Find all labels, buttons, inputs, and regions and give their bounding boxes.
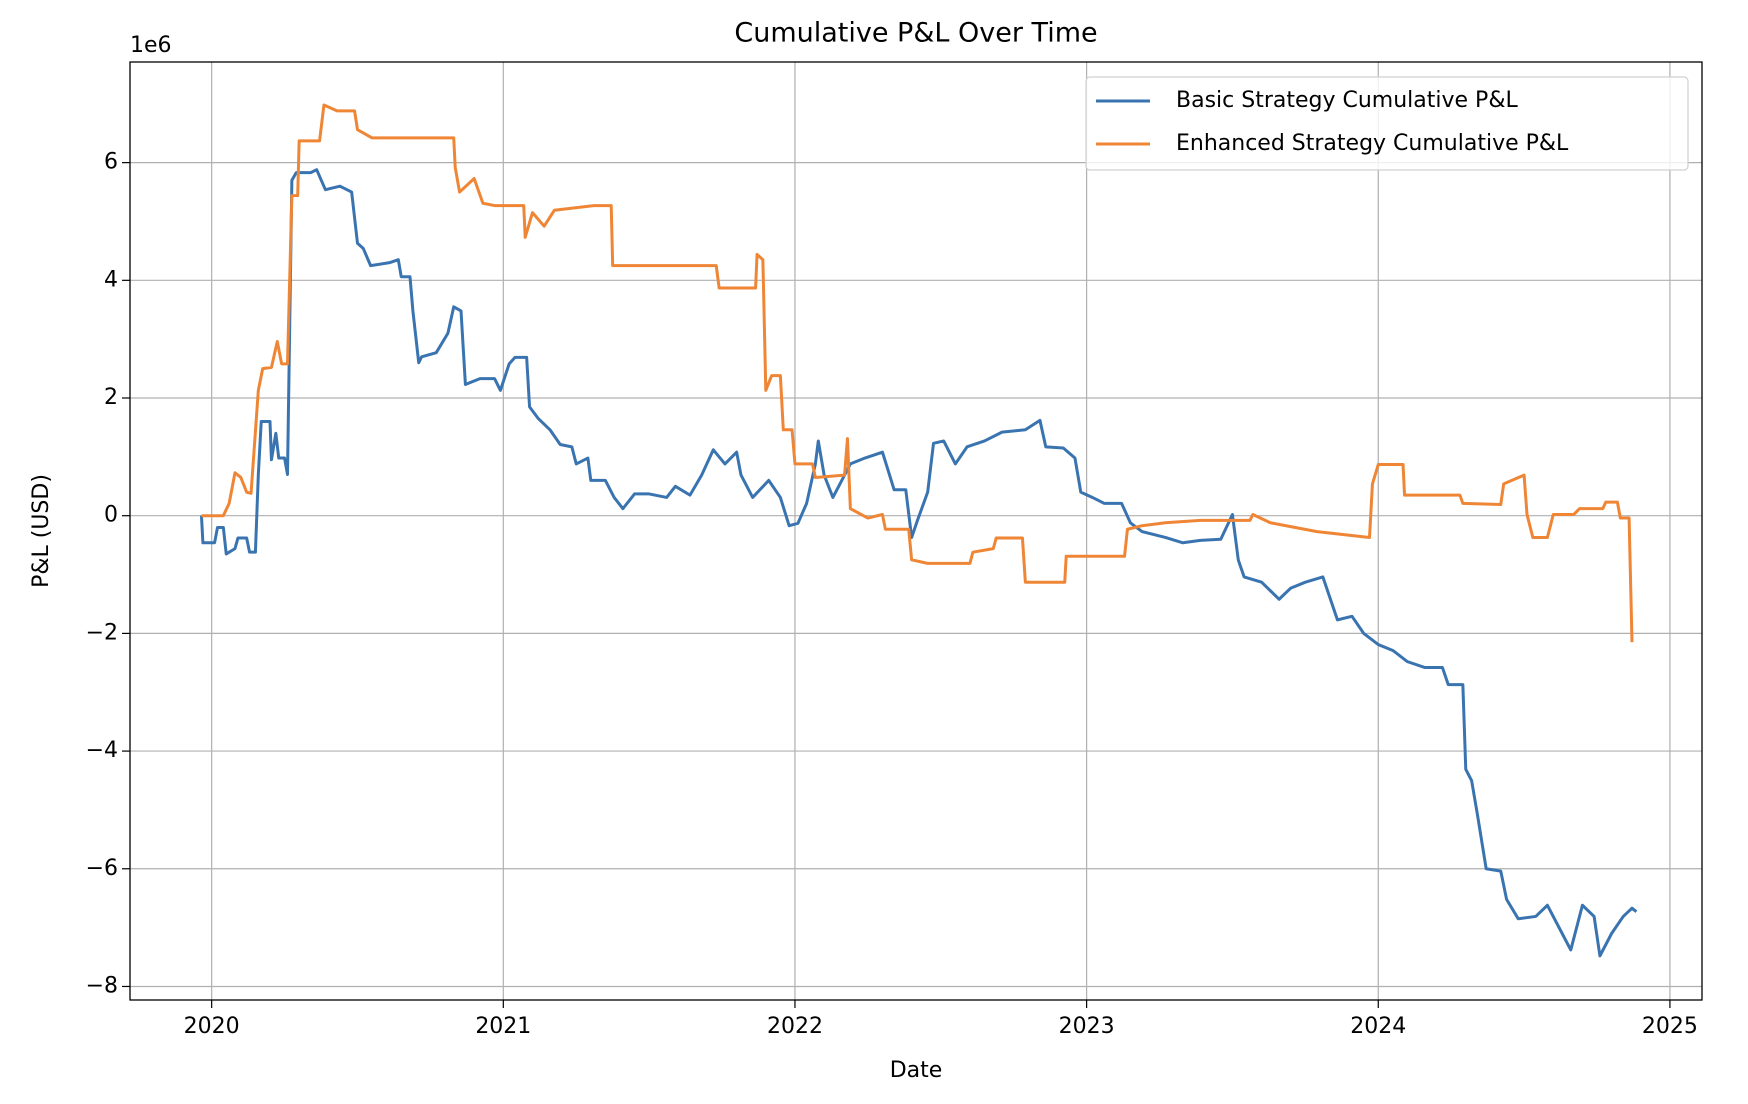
y-offset-text: 1e6 — [130, 33, 172, 58]
plot-frame — [129, 61, 1703, 1001]
legend-label: Basic Strategy Cumulative P&L — [1176, 88, 1518, 113]
x-tick-label: 2021 — [475, 1014, 531, 1039]
y-tick-label: −8 — [86, 973, 118, 998]
x-axis-label: Date — [890, 1058, 943, 1083]
x-tick-label: 2025 — [1642, 1014, 1698, 1039]
x-tick-label: 2020 — [184, 1014, 240, 1039]
y-tick-label: −4 — [86, 738, 118, 763]
y-axis-label: P&L (USD) — [29, 474, 54, 588]
series-line — [201, 103, 1634, 643]
y-tick-label: 4 — [104, 267, 118, 292]
x-tick-label: 2023 — [1059, 1014, 1115, 1039]
legend-label: Enhanced Strategy Cumulative P&L — [1176, 131, 1569, 156]
y-tick-label: −6 — [86, 856, 118, 881]
y-tick-label: 6 — [104, 150, 118, 175]
x-tick-label: 2022 — [767, 1014, 823, 1039]
chart-title: Cumulative P&L Over Time — [734, 18, 1097, 49]
y-tick-label: 2 — [104, 385, 118, 410]
x-tick-label: 2024 — [1350, 1014, 1406, 1039]
series-line — [199, 168, 1638, 958]
legend-box — [1085, 76, 1689, 171]
y-tick-label: −2 — [86, 620, 118, 645]
y-tick-label: 0 — [104, 503, 118, 528]
